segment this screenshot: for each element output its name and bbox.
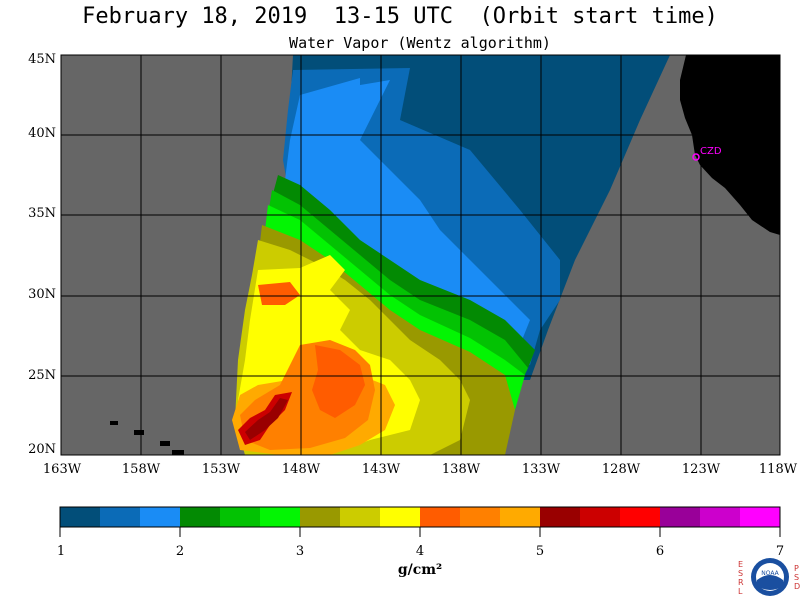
colorbar-swatch bbox=[180, 507, 220, 527]
swath-band-12 bbox=[312, 345, 365, 418]
logo-right-letters: PSD bbox=[794, 564, 800, 591]
lon-label-163w: 163W bbox=[42, 462, 82, 477]
station-marker bbox=[692, 153, 700, 161]
colorbar-swatch bbox=[380, 507, 420, 527]
lon-label-133w: 133W bbox=[521, 462, 561, 477]
noaa-logo: ESRL NOAA PSD bbox=[738, 556, 800, 600]
colorbar-swatch bbox=[140, 507, 180, 527]
station-label: CZD bbox=[700, 146, 722, 157]
lon-label-158w: 158W bbox=[121, 462, 161, 477]
lat-label-25n: 25N bbox=[28, 368, 56, 383]
colorbar-unit: g/cm² bbox=[397, 562, 443, 578]
lat-label-40n: 40N bbox=[28, 126, 56, 141]
colorbar-label-2: 2 bbox=[175, 544, 185, 559]
colorbar-label-7: 7 bbox=[775, 544, 785, 559]
colorbar-swatch bbox=[300, 507, 340, 527]
lat-label-45n: 45N bbox=[28, 52, 56, 67]
lat-label-35n: 35N bbox=[28, 206, 56, 221]
colorbar bbox=[59, 506, 781, 537]
map-border bbox=[60, 54, 781, 456]
map-subtitle: Water Vapor (Wentz algorithm) bbox=[289, 34, 551, 52]
north-america-landmass bbox=[680, 55, 780, 235]
hawaii-island bbox=[110, 421, 118, 425]
lon-label-123w: 123W bbox=[681, 462, 721, 477]
colorbar-swatch bbox=[740, 507, 780, 527]
colorbar-label-4: 4 bbox=[415, 544, 425, 559]
lat-label-30n: 30N bbox=[28, 287, 56, 302]
hawaii-island bbox=[172, 450, 184, 455]
colorbar-swatch bbox=[100, 507, 140, 527]
lon-label-128w: 128W bbox=[601, 462, 641, 477]
colorbar-swatch bbox=[700, 507, 740, 527]
colorbar-label-6: 6 bbox=[655, 544, 665, 559]
logo-text: NOAA bbox=[761, 570, 779, 577]
colorbar-swatch bbox=[660, 507, 700, 527]
colorbar-swatch bbox=[460, 507, 500, 527]
lon-label-118w: 118W bbox=[758, 462, 798, 477]
logo-left-letters: ESRL bbox=[738, 560, 744, 596]
colorbar-swatch bbox=[420, 507, 460, 527]
colorbar-label-1: 1 bbox=[56, 544, 66, 559]
lon-label-138w: 138W bbox=[441, 462, 481, 477]
colorbar-swatch bbox=[620, 507, 660, 527]
swath-band-3b bbox=[290, 78, 360, 170]
colorbar-swatch bbox=[60, 507, 100, 527]
map-title: February 18, 2019 13-15 UTC (Orbit start… bbox=[82, 4, 718, 29]
colorbar-label-5: 5 bbox=[535, 544, 545, 559]
colorbar-swatch bbox=[580, 507, 620, 527]
colorbar-swatch bbox=[220, 507, 260, 527]
swath-band-12b bbox=[258, 282, 300, 305]
hawaii-island bbox=[160, 441, 170, 446]
swath-band-3 bbox=[285, 80, 530, 345]
colorbar-swatch bbox=[340, 507, 380, 527]
lat-label-20n: 20N bbox=[28, 442, 56, 457]
colorbar-swatch bbox=[500, 507, 540, 527]
colorbar-label-3: 3 bbox=[295, 544, 305, 559]
lon-label-153w: 153W bbox=[201, 462, 241, 477]
lon-label-143w: 143W bbox=[361, 462, 401, 477]
colorbar-swatch bbox=[540, 507, 580, 527]
colorbar-swatch bbox=[260, 507, 300, 527]
swath-band-14 bbox=[245, 398, 288, 440]
hawaii-island bbox=[134, 430, 144, 435]
lon-label-148w: 148W bbox=[281, 462, 321, 477]
noaa-emblem-icon bbox=[751, 558, 789, 596]
